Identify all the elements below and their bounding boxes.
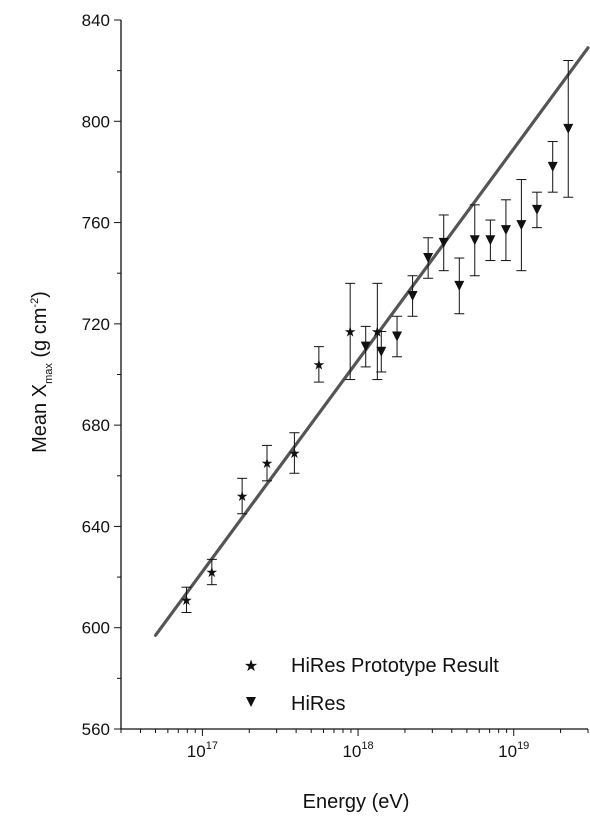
star-point: ★ [236, 489, 249, 505]
triangle-point [485, 235, 496, 246]
y-tick-label: 760 [82, 214, 110, 233]
y-tick-label: 840 [82, 11, 110, 30]
legend-item-hires: HiRes [246, 693, 345, 715]
triangle-point [376, 346, 387, 357]
triangle-point [423, 253, 434, 264]
triangle-point [454, 280, 465, 291]
legend-label-hires: HiRes [291, 693, 345, 715]
legend: ★ HiRes Prototype Result HiRes [244, 655, 499, 715]
triangle-point [407, 291, 418, 302]
y-tick-label: 640 [82, 517, 110, 536]
error-bar [181, 586, 192, 614]
star-point: ★ [288, 446, 301, 462]
error-bar [237, 477, 248, 515]
star-point: ★ [371, 324, 384, 340]
star-point: ★ [313, 357, 326, 373]
plot-area: ★ ★ ★ ★ ★ ★ ★ ★ [153, 46, 590, 637]
triangle-point [516, 220, 527, 231]
y-tick-label: 680 [82, 416, 110, 435]
axes: 560 600 640 680 720 760 800 840 1017 1018 1019 [82, 11, 589, 761]
star-point: ★ [180, 593, 193, 609]
triangle-point [563, 123, 574, 134]
error-bar [345, 282, 356, 381]
y-tick-label: 560 [82, 720, 110, 739]
x-axis-title: Energy (eV) [303, 791, 410, 813]
error-bar [206, 558, 217, 586]
error-bar [313, 346, 324, 383]
x-tick-label: 1019 [498, 740, 529, 761]
star-point: ★ [261, 456, 274, 472]
legend-label-prototype: HiRes Prototype Result [291, 655, 499, 677]
star-point: ★ [206, 565, 219, 581]
y-tick-label: 720 [82, 315, 110, 334]
triangle-point [438, 237, 449, 248]
legend-item-prototype: ★ HiRes Prototype Result [244, 655, 499, 677]
y-axis-title: Mean Xmax (g cm-2) [29, 291, 55, 453]
triangle-point [547, 161, 558, 172]
legend-marker-star: ★ [244, 656, 258, 675]
triangle-point [531, 204, 542, 215]
x-tick-label: 1018 [342, 740, 373, 761]
legend-marker-triangle [246, 697, 256, 707]
error-bar [261, 444, 272, 482]
triangle-point [360, 341, 371, 352]
star-point: ★ [344, 324, 357, 340]
triangle-point [469, 235, 480, 246]
y-tick-label: 800 [82, 112, 110, 131]
error-bar [289, 432, 300, 474]
triangle-point [392, 331, 403, 342]
fit-line [153, 46, 590, 637]
y-tick-label: 600 [82, 619, 110, 638]
triangle-point [500, 225, 511, 236]
x-tick-label: 1017 [187, 740, 218, 761]
